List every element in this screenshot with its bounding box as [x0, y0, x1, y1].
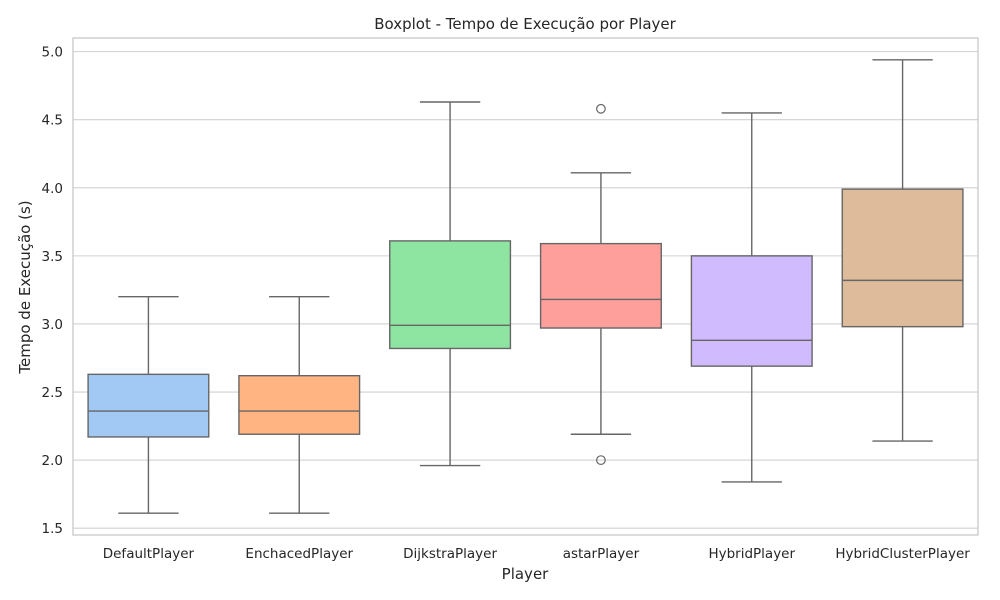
x-tick-label: DijkstraPlayer	[403, 546, 497, 562]
x-tick-label: astarPlayer	[563, 546, 640, 562]
iqr-box	[87, 373, 210, 438]
plot-frame	[72, 37, 979, 536]
box-group-DijkstraPlayer	[389, 101, 512, 467]
box-group-EnchacedPlayer	[238, 296, 361, 514]
iqr-box	[841, 188, 964, 328]
grid-lines	[73, 51, 978, 529]
y-axis-label: Tempo de Execução (s)	[16, 200, 34, 374]
chart-title: Boxplot - Tempo de Execução por Player	[374, 15, 676, 33]
iqr-box	[389, 240, 512, 350]
x-tick-label: DefaultPlayer	[103, 546, 195, 562]
y-tick-labels: 1.5 2.0 2.5 3.0 3.5 4.0 4.5 5.0	[42, 45, 63, 538]
x-tick-label: EnchacedPlayer	[245, 546, 353, 562]
y-tick-label: 1.5	[42, 521, 63, 537]
outlier-point	[596, 103, 606, 114]
x-axis-label: Player	[502, 565, 550, 583]
x-tick-labels: DefaultPlayer EnchacedPlayer DijkstraPlaye…	[103, 546, 971, 562]
boxes	[87, 59, 964, 514]
box-group-DefaultPlayer	[87, 296, 210, 514]
y-tick-label: 2.5	[42, 385, 63, 401]
y-tick-label: 3.5	[42, 249, 63, 265]
y-tick-label: 2.0	[42, 453, 63, 469]
box-group-astarPlayer	[539, 103, 662, 466]
outlier-point	[596, 455, 606, 466]
box-group-HybridPlayer	[690, 112, 813, 483]
y-tick-label: 4.5	[42, 113, 63, 129]
iqr-box	[539, 242, 662, 329]
x-tick-label: HybridClusterPlayer	[835, 546, 970, 562]
y-tick-label: 4.0	[42, 181, 63, 197]
y-tick-label: 3.0	[42, 317, 63, 333]
x-tick-label: HybridPlayer	[708, 546, 795, 562]
iqr-box	[690, 255, 813, 367]
y-tick-label: 5.0	[42, 45, 63, 61]
box-group-HybridClusterPlayer	[841, 59, 964, 442]
iqr-box	[238, 374, 361, 435]
